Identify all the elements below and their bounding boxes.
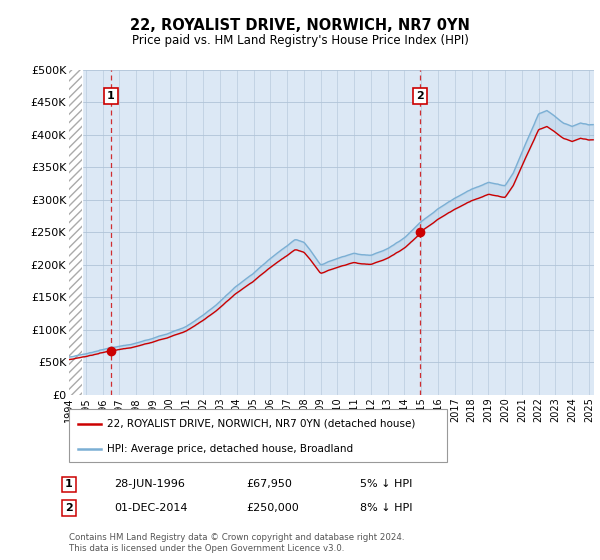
Text: 1: 1 [107,91,115,101]
Text: HPI: Average price, detached house, Broadland: HPI: Average price, detached house, Broa… [107,444,353,454]
Text: 1: 1 [65,479,73,489]
Bar [69,70,82,395]
Text: 2: 2 [65,503,73,513]
Bar [69,70,82,395]
Text: Price paid vs. HM Land Registry's House Price Index (HPI): Price paid vs. HM Land Registry's House … [131,34,469,46]
Text: £67,950: £67,950 [246,479,292,489]
Text: 28-JUN-1996: 28-JUN-1996 [114,479,185,489]
Text: 2: 2 [416,91,424,101]
Text: 01-DEC-2014: 01-DEC-2014 [114,503,187,513]
Text: 5% ↓ HPI: 5% ↓ HPI [360,479,412,489]
Text: 22, ROYALIST DRIVE, NORWICH, NR7 0YN: 22, ROYALIST DRIVE, NORWICH, NR7 0YN [130,18,470,33]
Text: 22, ROYALIST DRIVE, NORWICH, NR7 0YN (detached house): 22, ROYALIST DRIVE, NORWICH, NR7 0YN (de… [107,419,415,429]
Text: 8% ↓ HPI: 8% ↓ HPI [360,503,413,513]
Text: Contains HM Land Registry data © Crown copyright and database right 2024.
This d: Contains HM Land Registry data © Crown c… [69,533,404,553]
FancyBboxPatch shape [69,409,447,462]
Text: £250,000: £250,000 [246,503,299,513]
